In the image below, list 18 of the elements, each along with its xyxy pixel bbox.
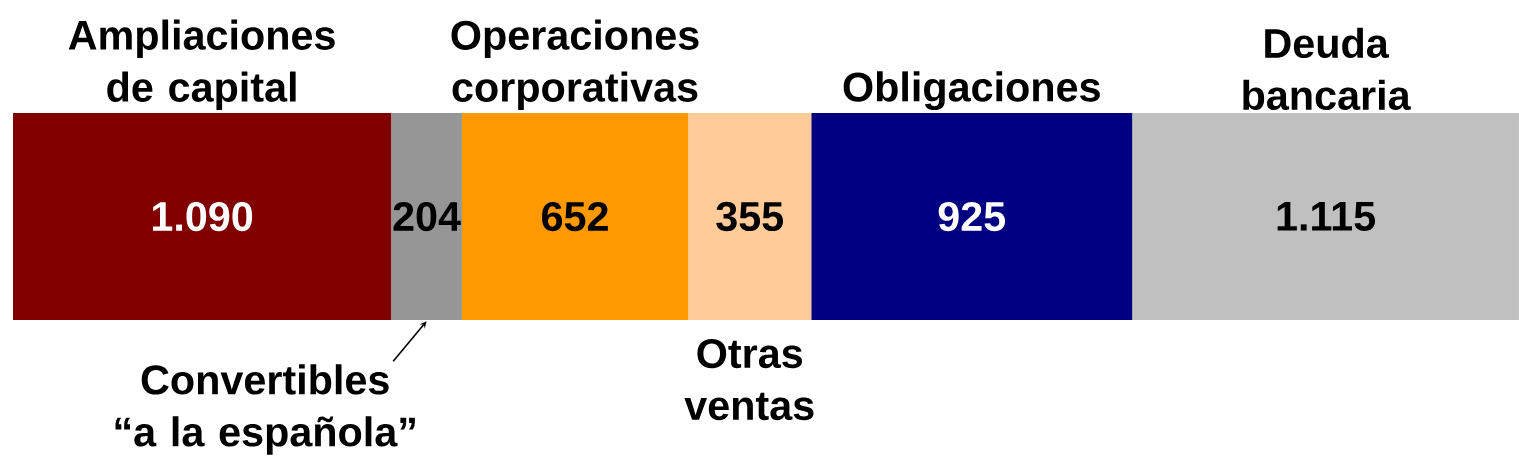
series-label: Deuda bancaria (1243, 27, 1411, 111)
data-label: 355 (716, 201, 784, 232)
bar (688, 113, 812, 320)
data-label: 1.090 (152, 201, 253, 232)
series-label: Ampliaciones de capital (68, 19, 335, 111)
bar (461, 113, 689, 320)
series-label: Otras ventas (684, 338, 814, 421)
data-label: 652 (542, 201, 608, 232)
bar (1132, 113, 1519, 320)
data-label: 925 (938, 201, 1006, 232)
series-label: Operaciones corporativas (451, 19, 699, 111)
bar (13, 113, 392, 320)
data-label: 204 (393, 201, 461, 232)
data-label: 1.115 (1277, 202, 1376, 231)
bar (391, 113, 462, 320)
series-label: Obligaciones (843, 71, 1100, 111)
bar (811, 113, 1133, 320)
series-label: Convertibles “a la española” (115, 364, 415, 455)
